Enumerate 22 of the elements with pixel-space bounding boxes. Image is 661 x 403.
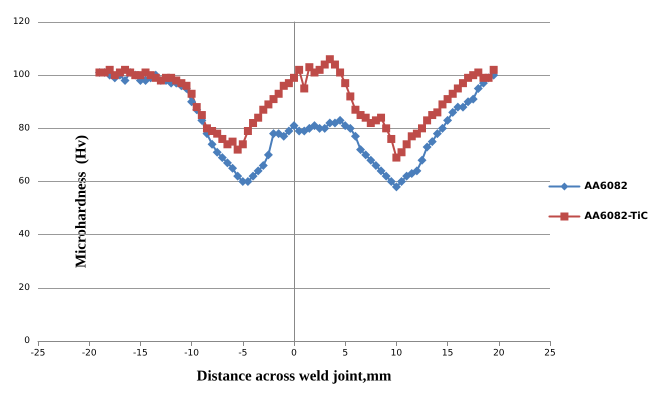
x-tick-label: 25 <box>544 348 556 358</box>
x-axis-title: Distance across weld joint,mm <box>196 368 392 384</box>
x-tick-label: -15 <box>133 348 148 358</box>
x-tick-label: 0 <box>291 348 298 358</box>
x-tick-label: -20 <box>82 348 97 358</box>
y-tick-label: 0 <box>24 336 30 346</box>
x-tick-label: 10 <box>390 348 402 358</box>
x-tick-label: -5 <box>238 348 248 358</box>
x-tick-label: -25 <box>30 348 46 358</box>
y-tick-label: 60 <box>18 176 30 186</box>
y-tick-label: 100 <box>12 70 30 80</box>
x-tick-label: 20 <box>493 348 505 358</box>
y-tick-label: 120 <box>12 17 30 27</box>
y-axis-title: Microhardness (Hv) <box>74 134 90 268</box>
legend-label: AA6082-TiC <box>584 211 648 222</box>
y-tick-label: 40 <box>18 230 30 240</box>
legend-label: AA6082 <box>584 181 628 192</box>
x-tick-label: 5 <box>342 348 348 358</box>
x-tick-label: 15 <box>442 348 454 358</box>
x-tick-label: -10 <box>184 348 200 358</box>
y-tick-label: 80 <box>18 123 30 134</box>
y-tick-label: 20 <box>18 282 30 293</box>
